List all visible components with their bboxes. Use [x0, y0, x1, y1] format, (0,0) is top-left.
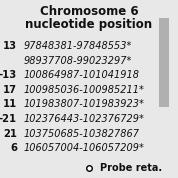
- Text: nucleotide position: nucleotide position: [25, 18, 153, 31]
- Text: 102376443-102376729*: 102376443-102376729*: [23, 114, 144, 124]
- Text: 97848381-97848553*: 97848381-97848553*: [23, 41, 132, 51]
- Text: 106057004-106057209*: 106057004-106057209*: [23, 143, 144, 153]
- Text: Chromosome 6: Chromosome 6: [40, 5, 138, 18]
- FancyBboxPatch shape: [159, 18, 169, 107]
- Text: 100864987-101041918: 100864987-101041918: [23, 70, 139, 80]
- Text: Probe reta.: Probe reta.: [100, 163, 162, 173]
- Text: 13: 13: [3, 41, 17, 51]
- Text: -21: -21: [0, 114, 17, 124]
- Text: 103750685-103827867: 103750685-103827867: [23, 129, 139, 138]
- Text: 11: 11: [3, 99, 17, 109]
- Text: 6: 6: [10, 143, 17, 153]
- Text: 98937708-99023297*: 98937708-99023297*: [23, 56, 132, 66]
- Text: 17: 17: [3, 85, 17, 95]
- Text: 101983807-101983923*: 101983807-101983923*: [23, 99, 144, 109]
- Text: 21: 21: [3, 129, 17, 138]
- Text: 100985036-100985211*: 100985036-100985211*: [23, 85, 144, 95]
- Text: -13: -13: [0, 70, 17, 80]
